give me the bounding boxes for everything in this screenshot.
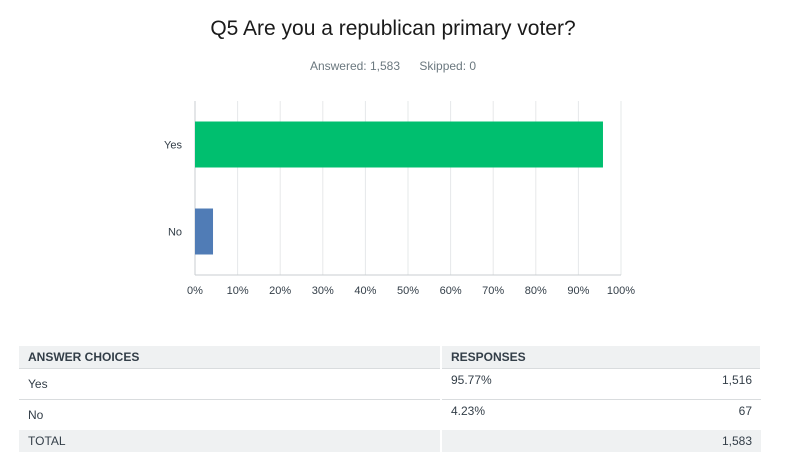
total-label: TOTAL — [19, 430, 442, 452]
x-tick-label: 70% — [482, 285, 504, 297]
bar-chart: 0% 10% 20% 30% 40% 50% 60% 70% 80% 90% 100% Yes No — [164, 101, 635, 297]
total-percent-cell — [441, 430, 619, 452]
answer-choices-header: ANSWER CHOICES — [19, 346, 442, 369]
response-percent: 4.23% — [441, 399, 619, 430]
x-tick-label: 60% — [440, 285, 462, 297]
table-row: No 4.23% 67 — [19, 399, 761, 430]
answer-label: Yes — [19, 368, 442, 400]
responses-table: ANSWER CHOICES RESPONSES Yes 95.77% 1,51… — [19, 346, 762, 452]
x-tick-label: 20% — [269, 285, 291, 297]
question-title: Q5 Are you a republican primary voter? — [210, 17, 576, 40]
x-tick-label: 50% — [397, 285, 419, 297]
responses-header: RESPONSES — [441, 346, 762, 369]
table-row: Yes 95.77% 1,516 — [19, 368, 761, 400]
response-count: 1,516 — [618, 368, 761, 400]
category-label: No — [168, 227, 182, 239]
x-tick-label: 100% — [607, 285, 635, 297]
x-tick-label: 40% — [354, 285, 376, 297]
response-percent: 95.77% — [441, 368, 619, 400]
x-tick-label: 10% — [227, 285, 249, 297]
response-stats: Answered: 1,583 Skipped: 0 — [0, 59, 786, 73]
x-tick-label: 30% — [312, 285, 334, 297]
total-count: 1,583 — [618, 430, 761, 452]
x-tick-label: 90% — [567, 285, 589, 297]
table-header-row: ANSWER CHOICES RESPONSES — [19, 346, 762, 369]
x-tick-label: 80% — [525, 285, 547, 297]
skipped-count: Skipped: 0 — [419, 59, 477, 73]
category-label: Yes — [164, 140, 182, 152]
bar — [195, 121, 603, 168]
bar — [195, 208, 214, 255]
x-tick-label: 0% — [187, 285, 203, 297]
answer-label: No — [19, 399, 442, 430]
response-count: 67 — [618, 399, 761, 430]
answered-count: Answered: 1,583 — [309, 59, 400, 73]
total-row: TOTAL 1,583 — [19, 430, 761, 452]
